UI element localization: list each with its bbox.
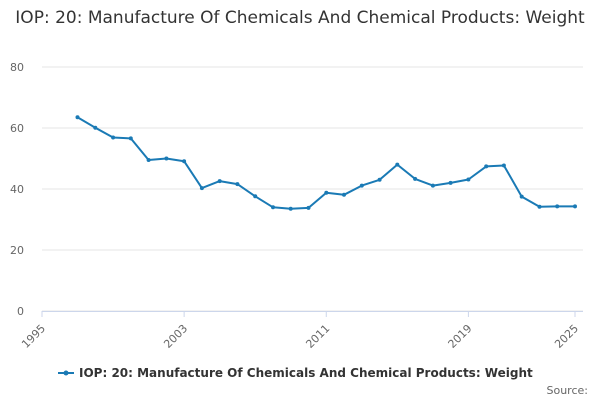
data-point[interactable] <box>271 205 275 210</box>
data-point[interactable] <box>306 205 311 210</box>
legend-label[interactable]: IOP: 20: Manufacture Of Chemicals And Ch… <box>79 366 533 380</box>
data-point[interactable] <box>519 194 524 199</box>
y-tick-label: 80 <box>10 61 24 74</box>
data-point[interactable] <box>342 192 346 197</box>
data-point[interactable] <box>537 204 542 209</box>
series-layer <box>75 115 577 211</box>
data-point[interactable] <box>93 125 98 130</box>
data-point[interactable] <box>217 179 222 184</box>
grid-lines <box>42 66 583 312</box>
x-tick-label: 2025 <box>552 322 581 351</box>
x-tick-label: 2019 <box>446 322 475 351</box>
data-point[interactable] <box>377 177 382 182</box>
data-point[interactable] <box>359 183 364 188</box>
x-axis-ticks: 1995 2003 2011 2019 2025 <box>19 311 581 351</box>
x-tick-label: 2011 <box>303 322 332 351</box>
data-point[interactable] <box>413 176 418 181</box>
data-point[interactable] <box>573 204 577 209</box>
x-tick-label: 2003 <box>161 322 190 351</box>
data-point[interactable] <box>235 182 240 187</box>
data-point[interactable] <box>395 162 400 167</box>
data-point[interactable] <box>111 135 116 140</box>
y-tick-label: 20 <box>10 244 24 257</box>
data-point[interactable] <box>484 164 489 169</box>
data-point[interactable] <box>146 158 151 162</box>
data-point[interactable] <box>288 206 293 211</box>
series-line <box>76 116 575 210</box>
data-point[interactable] <box>430 183 435 188</box>
data-point[interactable] <box>75 115 80 120</box>
data-point[interactable] <box>448 180 453 185</box>
data-point[interactable] <box>199 186 204 191</box>
y-tick-label: 0 <box>17 305 24 318</box>
data-point[interactable] <box>501 163 506 168</box>
data-point[interactable] <box>253 194 258 199</box>
data-point[interactable] <box>164 156 169 161</box>
y-tick-label: 60 <box>10 122 24 135</box>
source-label: Source: <box>547 384 589 397</box>
data-point[interactable] <box>182 159 187 164</box>
x-tick-label: 1995 <box>19 322 48 351</box>
y-axis-ticks: 0 20 40 60 80 <box>10 61 24 318</box>
data-point[interactable] <box>128 136 133 141</box>
data-point[interactable] <box>324 190 329 195</box>
chart-title: IOP: 20: Manufacture Of Chemicals And Ch… <box>15 8 585 28</box>
y-tick-label: 40 <box>10 183 24 196</box>
legend[interactable]: IOP: 20: Manufacture Of Chemicals And Ch… <box>58 366 533 380</box>
legend-marker <box>63 370 69 376</box>
data-point[interactable] <box>466 177 471 182</box>
data-point[interactable] <box>555 204 560 209</box>
